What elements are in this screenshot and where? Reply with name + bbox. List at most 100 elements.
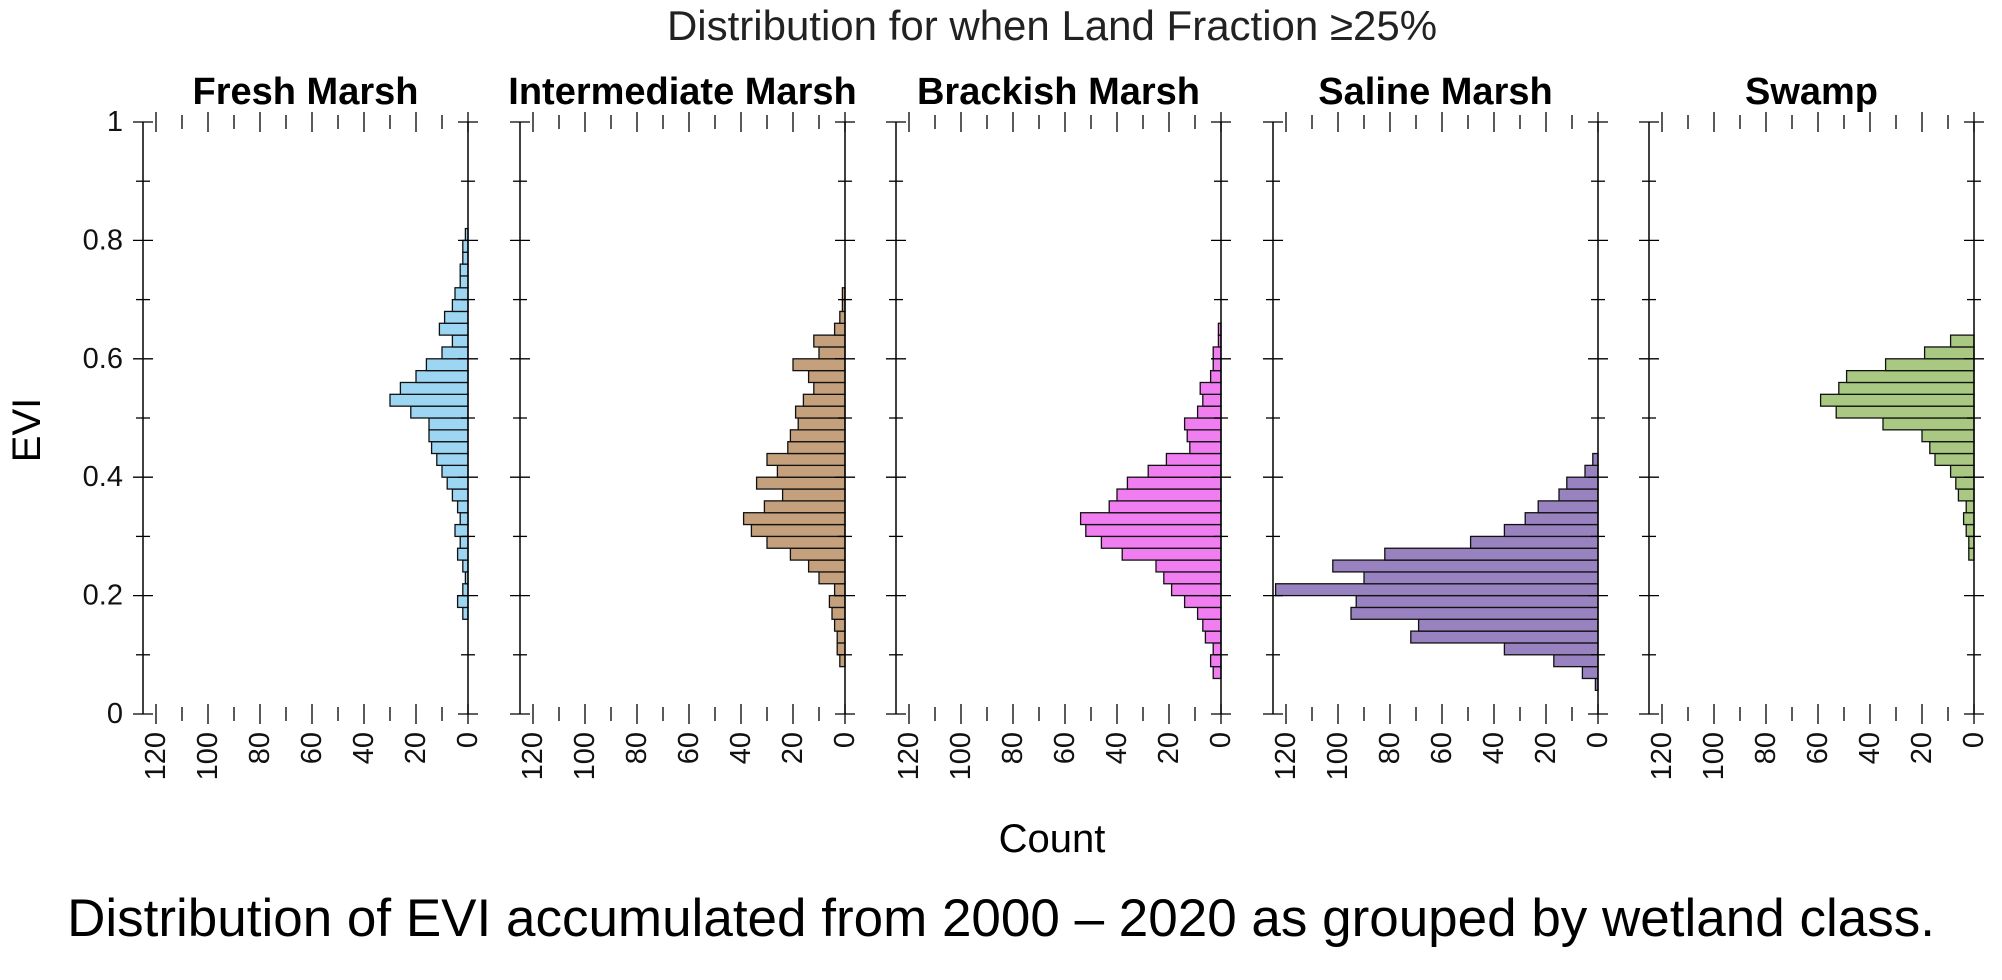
histogram-bar	[802, 393, 846, 407]
histogram-bar	[456, 500, 469, 514]
x-axis-label: Count	[999, 817, 1106, 861]
histogram-bar	[436, 452, 469, 467]
histogram-bar	[807, 369, 846, 384]
histogram-bar	[833, 583, 846, 597]
histogram-bar	[441, 464, 469, 478]
histogram-bar	[1882, 417, 1975, 431]
x-tick-label: 60	[1426, 732, 1458, 764]
histogram-bar	[438, 322, 469, 336]
histogram-bar	[1955, 476, 1975, 490]
histogram-bar	[1196, 606, 1222, 620]
x-tick-label: 60	[673, 732, 705, 764]
histogram-bar	[451, 334, 469, 348]
figure-suptitle: Distribution for when Land Fraction ≥25%	[667, 2, 1437, 49]
x-tick-label: 120	[1270, 732, 1302, 780]
histogram-bar	[1929, 441, 1975, 455]
histogram-bar	[410, 405, 469, 419]
histogram-bar	[1196, 405, 1222, 419]
histogram-bar	[415, 369, 469, 384]
histogram-bar	[1968, 535, 1975, 549]
histogram-bar	[1949, 334, 1975, 348]
y-tick-label: 0.2	[83, 580, 123, 612]
histogram-bar	[1923, 346, 1975, 360]
histogram-bar	[462, 583, 469, 597]
histogram-bar	[831, 606, 846, 620]
x-tick-label: 100	[1698, 732, 1730, 780]
x-tick-label: 0	[1582, 732, 1614, 748]
histogram-bar	[1410, 630, 1599, 644]
x-tick-label: 20	[1153, 732, 1185, 764]
panel-title: Brackish Marsh	[917, 71, 1200, 113]
panel-brackish-marsh: Brackish Marsh 120 100 80 60 40 20 0	[886, 71, 1237, 780]
histogram-bar	[1100, 535, 1222, 549]
panel-title: Swamp	[1745, 71, 1878, 113]
histogram-bar	[1962, 512, 1975, 526]
histogram-bar	[1108, 500, 1222, 514]
histogram-bar	[389, 393, 469, 407]
histogram-bar	[1163, 571, 1222, 585]
panel-swamp: Swamp 120 100 80 60 40 20 0	[1639, 71, 1990, 780]
histogram-bar	[454, 523, 469, 538]
histogram-bar	[1212, 346, 1222, 360]
histogram-bar	[1355, 594, 1599, 609]
x-tick-label: 20	[777, 732, 809, 764]
histogram-bar	[456, 594, 469, 609]
histogram-bar	[813, 381, 846, 395]
histogram-bar	[836, 630, 846, 644]
histogram-bar	[1838, 381, 1975, 395]
panel-title: Fresh Marsh	[193, 71, 419, 113]
histogram-bar	[1183, 417, 1222, 431]
histogram-bar	[451, 298, 469, 313]
histogram-bar	[428, 417, 469, 431]
histogram-bar	[462, 559, 469, 573]
x-tick-label: 20	[400, 732, 432, 764]
histogram-bar	[1126, 476, 1222, 490]
histogram-bar	[462, 239, 469, 253]
x-tick-label: 60	[1049, 732, 1081, 764]
figure-caption: Distribution of EVI accumulated from 200…	[67, 889, 1935, 948]
panel-fresh-marsh: Fresh Marsh 120 100 80 60 40 20 0 0 0.2 0.4 0.6 0.8 1	[83, 71, 484, 780]
histogram-bar	[781, 488, 846, 502]
panel-intermediate-marsh: Intermediate Marsh 120 100 80 60 40 20 0	[508, 71, 861, 780]
histogram-bar	[1957, 488, 1975, 502]
histogram-bar	[1202, 618, 1222, 632]
histogram-bar	[1212, 665, 1222, 680]
histogram-bar	[1147, 464, 1222, 478]
histogram-bar	[1921, 429, 1975, 443]
x-tick-label: 60	[1802, 732, 1834, 764]
histogram-bar	[766, 452, 846, 467]
histogram-bar	[807, 559, 846, 573]
x-tick-label: 120	[517, 732, 549, 780]
histogram-bar	[1965, 523, 1975, 538]
histogram-bar	[1524, 512, 1599, 526]
histogram-bar	[459, 512, 469, 526]
histogram-bar	[459, 535, 469, 549]
histogram-bar	[797, 417, 846, 431]
histogram-bar	[1209, 369, 1222, 384]
histogram-bar	[766, 535, 846, 549]
histogram-bar	[459, 263, 469, 277]
histogram-bar	[443, 310, 469, 324]
histogram-bar	[818, 571, 846, 585]
histogram-bar	[1819, 393, 1975, 407]
x-tick-label: 0	[1205, 732, 1237, 748]
histogram-bar	[428, 429, 469, 443]
histogram-bar	[1116, 488, 1222, 502]
x-tick-label: 0	[1958, 732, 1990, 748]
histogram-bar	[1204, 630, 1222, 644]
histogram-bar	[1934, 452, 1975, 467]
histogram-bar	[839, 654, 846, 668]
histogram-bar	[1079, 512, 1222, 526]
x-tick-label: 120	[1646, 732, 1678, 780]
y-tick-label: 1	[107, 106, 123, 138]
histogram-bar	[1189, 441, 1222, 455]
histogram-bar	[776, 464, 846, 478]
histogram-bar	[1212, 358, 1222, 372]
x-tick-label: 20	[1906, 732, 1938, 764]
histogram-bar	[1384, 547, 1599, 561]
histogram-bar	[1202, 393, 1222, 407]
histogram-bar	[789, 429, 846, 443]
histogram-bar	[1566, 476, 1599, 490]
histogram-bar	[1121, 547, 1222, 561]
